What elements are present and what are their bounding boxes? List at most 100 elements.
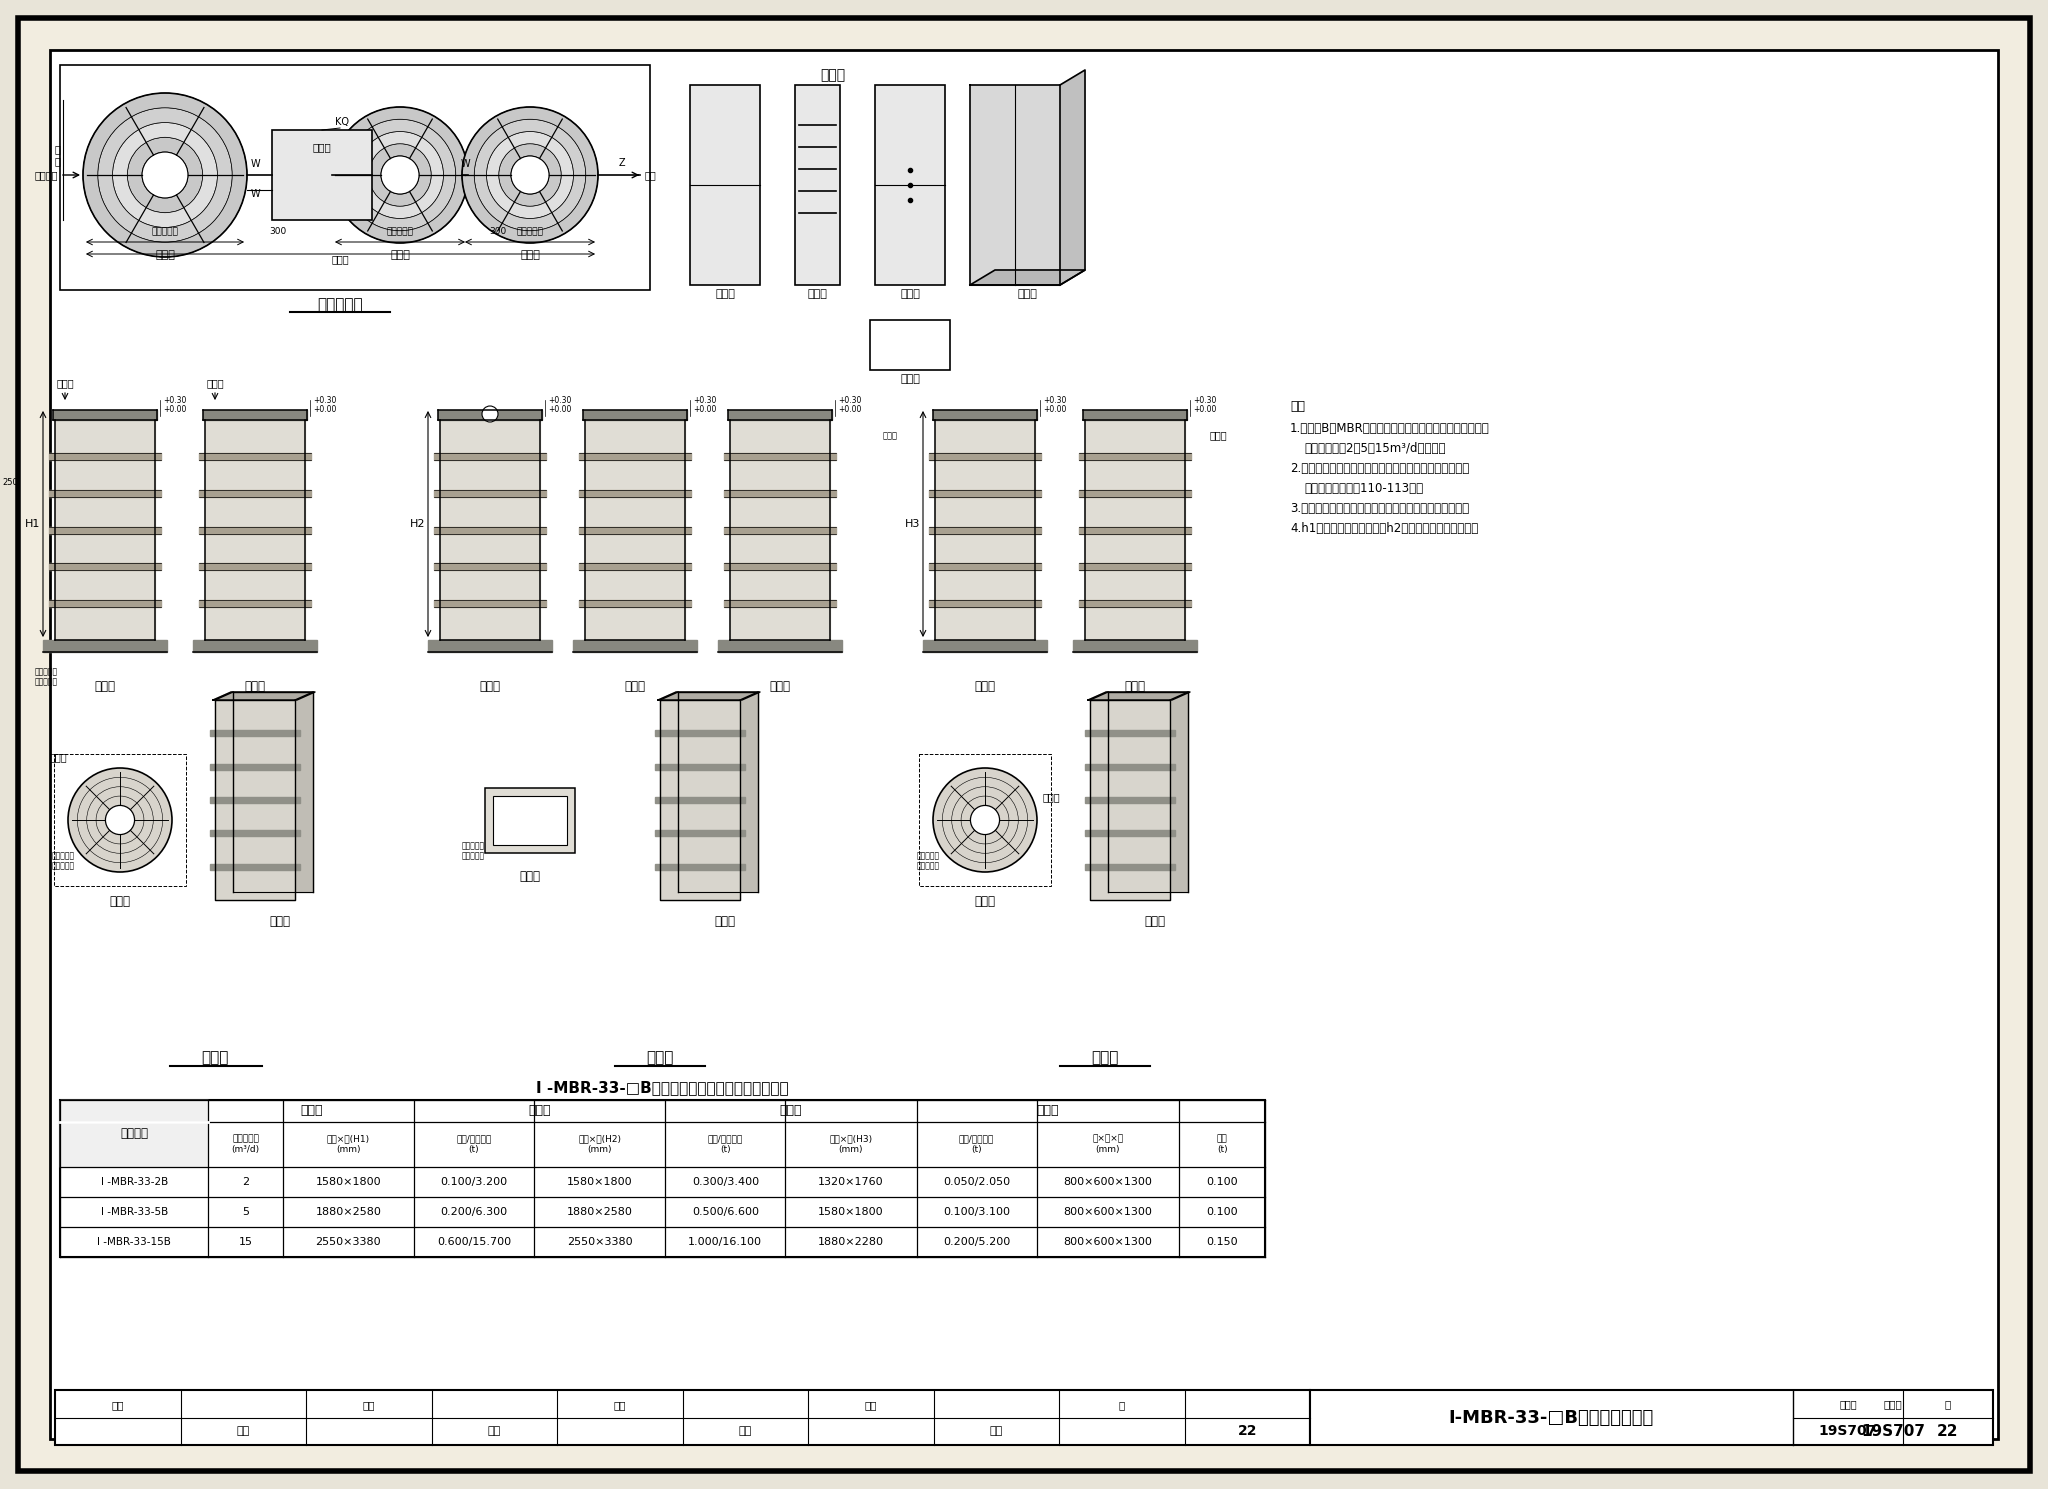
- Polygon shape: [213, 692, 315, 700]
- Text: 0.200/6.300: 0.200/6.300: [440, 1208, 508, 1217]
- Bar: [272, 130, 373, 220]
- Circle shape: [141, 152, 188, 198]
- Text: 正视图: 正视图: [975, 680, 995, 692]
- Polygon shape: [428, 640, 553, 652]
- Text: 质量/最大质量
(t): 质量/最大质量 (t): [457, 1135, 492, 1154]
- Text: +0.30: +0.30: [549, 396, 571, 405]
- Circle shape: [481, 406, 498, 421]
- Text: 垫层轮廓线: 垫层轮廓线: [463, 852, 485, 861]
- Text: 宽×厚×高
(mm): 宽×厚×高 (mm): [1092, 1135, 1124, 1154]
- Text: 基础轮廓线: 基础轮廓线: [918, 852, 940, 861]
- Polygon shape: [586, 420, 684, 640]
- Polygon shape: [580, 563, 690, 570]
- Polygon shape: [233, 692, 313, 892]
- Polygon shape: [1061, 70, 1085, 284]
- Text: 0.200/5.200: 0.200/5.200: [942, 1237, 1010, 1246]
- Polygon shape: [1085, 420, 1186, 640]
- Bar: [795, 85, 840, 284]
- Polygon shape: [573, 640, 696, 652]
- Polygon shape: [655, 797, 745, 803]
- Polygon shape: [59, 1100, 209, 1167]
- Polygon shape: [1090, 700, 1169, 899]
- Polygon shape: [678, 692, 758, 892]
- Text: 设备箱: 设备箱: [819, 68, 846, 82]
- Text: KQ: KQ: [336, 118, 348, 127]
- Text: 进水口: 进水口: [55, 378, 74, 389]
- Polygon shape: [49, 600, 162, 608]
- Text: 基础轮廓线: 基础轮廓线: [51, 852, 76, 861]
- Polygon shape: [205, 420, 305, 640]
- Text: +0.30: +0.30: [1042, 396, 1067, 405]
- Text: +0.30: +0.30: [313, 396, 336, 405]
- Polygon shape: [580, 490, 690, 497]
- Text: 李娟: 李娟: [989, 1426, 1004, 1437]
- Text: 2550×3380: 2550×3380: [315, 1237, 381, 1246]
- Polygon shape: [49, 453, 162, 460]
- Text: +0.30: +0.30: [1194, 396, 1217, 405]
- Text: 中水罐: 中水罐: [780, 1105, 803, 1118]
- Text: 质量/最大质量
(t): 质量/最大质量 (t): [709, 1135, 743, 1154]
- Polygon shape: [211, 864, 299, 870]
- Text: 0.100/3.100: 0.100/3.100: [942, 1208, 1010, 1217]
- Polygon shape: [1085, 730, 1176, 737]
- Text: W: W: [250, 159, 260, 168]
- Text: I -MBR-33-□B生活排水处理成套设备安装尺寸表: I -MBR-33-□B生活排水处理成套设备安装尺寸表: [537, 1080, 788, 1094]
- Polygon shape: [930, 563, 1040, 570]
- Bar: [874, 85, 944, 284]
- Text: 设备型号: 设备型号: [121, 1127, 147, 1141]
- Text: 300: 300: [270, 226, 287, 235]
- Bar: [53, 753, 186, 886]
- Polygon shape: [49, 490, 162, 497]
- Polygon shape: [211, 764, 299, 770]
- Text: 1320×1760: 1320×1760: [817, 1176, 885, 1187]
- Polygon shape: [1079, 527, 1192, 533]
- Bar: [690, 85, 760, 284]
- Text: 0.300/3.400: 0.300/3.400: [692, 1176, 760, 1187]
- Text: 调节罐: 调节罐: [299, 1105, 322, 1118]
- Text: 5: 5: [242, 1208, 250, 1217]
- Polygon shape: [49, 527, 162, 533]
- Text: 设备箱: 设备箱: [1036, 1105, 1059, 1118]
- Text: 俯视图: 俯视图: [899, 374, 920, 384]
- Polygon shape: [729, 420, 829, 640]
- Polygon shape: [659, 700, 739, 899]
- Text: 2550×3380: 2550×3380: [567, 1237, 633, 1246]
- Text: 中水罐直径: 中水罐直径: [516, 226, 543, 235]
- Polygon shape: [936, 420, 1034, 640]
- Text: 19S707: 19S707: [1819, 1425, 1878, 1438]
- Polygon shape: [727, 409, 831, 420]
- Text: H3: H3: [905, 520, 922, 529]
- Text: W: W: [461, 159, 469, 168]
- Circle shape: [934, 768, 1036, 873]
- Text: 22: 22: [1937, 1423, 1958, 1438]
- Text: 页: 页: [1946, 1398, 1952, 1409]
- Text: 审定: 审定: [614, 1400, 627, 1410]
- Text: 基础轮廓线: 基础轮廓线: [35, 667, 57, 676]
- Text: +0.00: +0.00: [549, 405, 571, 414]
- Text: +0.30: +0.30: [838, 396, 862, 405]
- Polygon shape: [924, 640, 1047, 652]
- Text: 轴侧图: 轴侧图: [715, 916, 735, 928]
- Text: 正视图: 正视图: [94, 680, 115, 692]
- Text: 1880×2580: 1880×2580: [315, 1208, 381, 1217]
- Text: 出水口: 出水口: [883, 430, 897, 441]
- Polygon shape: [43, 640, 168, 652]
- Text: 22: 22: [1237, 1425, 1257, 1438]
- Polygon shape: [438, 409, 543, 420]
- Text: 中水罐: 中水罐: [520, 250, 541, 261]
- Bar: [870, 320, 950, 369]
- Text: 3.除进水口、出水口外，其余管口均为设备内部连接口。: 3.除进水口、出水口外，其余管口均为设备内部连接口。: [1290, 502, 1468, 515]
- Polygon shape: [930, 600, 1040, 608]
- Text: I -MBR-33-15B: I -MBR-33-15B: [98, 1237, 172, 1246]
- Polygon shape: [199, 527, 311, 533]
- Text: 定处理能力为2、5、15m³/d的设备。: 定处理能力为2、5、15m³/d的设备。: [1305, 442, 1446, 456]
- Polygon shape: [203, 409, 307, 420]
- Text: 垫层轮廓线: 垫层轮廓线: [35, 677, 57, 686]
- Polygon shape: [725, 453, 836, 460]
- Text: +0.00: +0.00: [838, 405, 862, 414]
- Text: 生活污水: 生活污水: [35, 170, 57, 180]
- Text: 设备箱: 设备箱: [313, 141, 332, 152]
- Polygon shape: [655, 730, 745, 737]
- Bar: [55, 1391, 1311, 1444]
- Polygon shape: [215, 700, 295, 899]
